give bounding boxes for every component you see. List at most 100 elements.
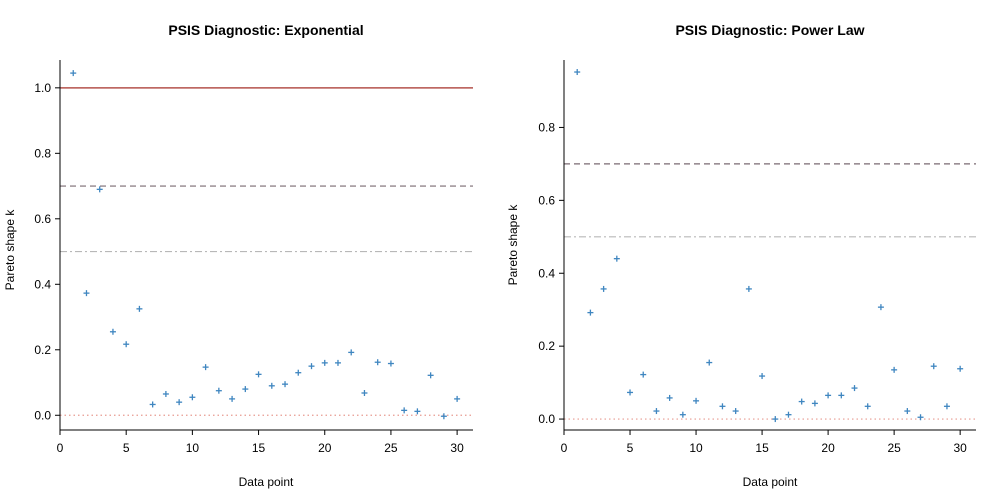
power-law-y-tick-label: 0.8	[538, 120, 555, 134]
exponential-x-tick-label: 30	[450, 441, 464, 455]
exponential-data-point	[189, 394, 196, 401]
power-law-data-point	[574, 69, 581, 76]
power-law-y-tick-label: 0.2	[538, 339, 555, 353]
power-law-x-tick-label: 0	[561, 441, 568, 455]
exponential-data-point	[202, 364, 209, 371]
exponential-data-point	[321, 359, 328, 366]
power-law-x-tick-label: 10	[689, 441, 703, 455]
power-law-data-point	[825, 392, 832, 399]
exponential-data-point	[295, 369, 302, 376]
exponential-x-tick-label: 20	[318, 441, 332, 455]
exponential-data-point	[83, 290, 90, 297]
power-law-data-point	[811, 400, 818, 407]
exponential-x-tick-label: 0	[57, 441, 64, 455]
power-law-x-tick-label: 25	[887, 441, 901, 455]
power-law-data-point	[851, 385, 858, 392]
power-law-data-point	[785, 411, 792, 418]
power-law-data-point	[600, 285, 607, 292]
power-law-data-point	[930, 363, 937, 370]
power-law-data-points	[574, 69, 964, 423]
power-law-x-axis-label: Data point	[743, 475, 798, 489]
exponential-data-point	[454, 395, 461, 402]
exponential-data-point	[268, 382, 275, 389]
exponential-data-point	[96, 186, 103, 193]
exponential-data-point	[414, 408, 421, 415]
power-law-data-point	[917, 414, 924, 421]
power-law-y-tick-label: 0.0	[538, 412, 555, 426]
power-law-data-point	[745, 285, 752, 292]
exponential-x-axis-label: Data point	[239, 475, 294, 489]
exponential-data-point	[361, 390, 368, 396]
exponential-data-point	[162, 390, 169, 397]
power-law-data-point	[666, 394, 673, 401]
power-law-data-point	[838, 392, 845, 399]
exponential-data-point	[308, 363, 315, 370]
power-law-x-tick-label: 30	[953, 441, 967, 455]
exponential-data-point	[374, 359, 381, 366]
power-law-data-point	[679, 411, 686, 418]
power-law-data-point	[943, 403, 950, 410]
exponential-data-point	[123, 341, 130, 348]
exponential-data-point	[348, 349, 355, 356]
exponential-data-point	[427, 372, 434, 379]
exponential-reference-lines	[60, 87, 473, 416]
power-law-data-point	[653, 408, 660, 415]
exponential-data-point	[401, 407, 408, 414]
power-law-data-point	[864, 403, 871, 410]
power-law-data-point	[798, 398, 805, 405]
power-law-data-point	[706, 359, 713, 366]
power-law-panel: PSIS Diagnostic: Power Law Data point Pa…	[506, 22, 976, 489]
exponential-y-tick-label: 1.0	[34, 81, 51, 95]
power-law-y-tick-label: 0.6	[538, 193, 555, 207]
exponential-x-tick-label: 10	[186, 441, 200, 455]
exponential-x-tick-label: 25	[384, 441, 398, 455]
power-law-y-axis-label: Pareto shape k	[506, 204, 520, 286]
exponential-chart-title: PSIS Diagnostic: Exponential	[168, 22, 363, 38]
exponential-data-point	[440, 413, 447, 420]
exponential-y-tick-label: 0.8	[34, 146, 51, 160]
power-law-data-point	[891, 366, 898, 373]
exponential-data-point	[136, 305, 143, 312]
exponential-data-point	[229, 395, 236, 402]
exponential-x-tick-label: 15	[252, 441, 266, 455]
power-law-data-point	[587, 309, 594, 316]
exponential-data-point	[149, 401, 156, 408]
power-law-chart-title: PSIS Diagnostic: Power Law	[675, 22, 864, 38]
exponential-y-tick-label: 0.0	[34, 408, 51, 422]
power-law-data-point	[957, 365, 964, 372]
exponential-panel: PSIS Diagnostic: Exponential Data point …	[3, 22, 473, 489]
power-law-x-tick-label: 5	[627, 441, 634, 455]
power-law-axes: 0.0 0.2 0.4 0.6 0.8 0 5 10 15 20 25 30	[538, 60, 976, 455]
power-law-reference-lines	[564, 163, 976, 420]
exponential-y-tick-label: 0.2	[34, 343, 51, 357]
exponential-data-point	[282, 381, 289, 388]
exponential-data-point	[387, 360, 394, 367]
power-law-data-point	[904, 408, 911, 415]
exponential-data-point	[215, 387, 222, 394]
exponential-data-point	[334, 359, 341, 366]
power-law-x-tick-label: 20	[821, 441, 835, 455]
exponential-y-axis-label: Pareto shape k	[3, 209, 17, 291]
power-law-data-point	[732, 408, 739, 415]
power-law-x-tick-label: 15	[755, 441, 769, 455]
power-law-y-tick-label: 0.4	[538, 266, 555, 280]
exponential-x-tick-label: 5	[123, 441, 130, 455]
power-law-data-point	[877, 304, 884, 311]
power-law-data-point	[759, 373, 766, 380]
power-law-data-point	[693, 397, 700, 404]
exponential-y-tick-label: 0.4	[34, 277, 51, 291]
power-law-data-point	[719, 403, 726, 410]
exponential-data-point	[255, 371, 262, 378]
exponential-data-point	[176, 399, 183, 406]
exponential-data-point	[70, 70, 77, 77]
exponential-axes: 0.0 0.2 0.4 0.6 0.8 1.0 0 5 10 15 20 25 30	[34, 60, 473, 455]
power-law-data-point	[640, 371, 647, 378]
exponential-y-tick-label: 0.6	[34, 212, 51, 226]
exponential-data-point	[242, 386, 249, 393]
exponential-data-point	[109, 328, 116, 335]
power-law-data-point	[613, 255, 620, 262]
power-law-data-point	[772, 416, 779, 423]
power-law-data-point	[627, 389, 634, 396]
exponential-data-points	[70, 70, 461, 420]
